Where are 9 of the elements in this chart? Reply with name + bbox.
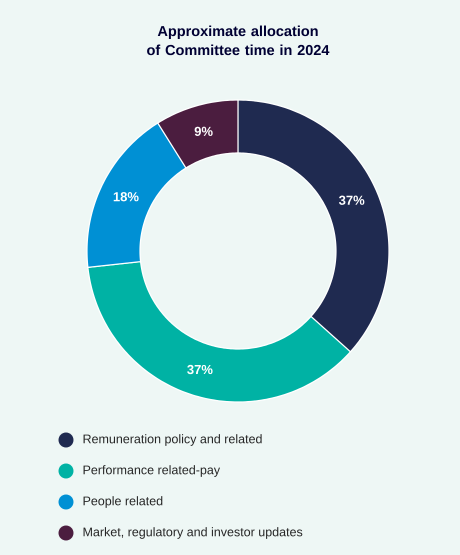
chart-title: Approximate allocation of Committee time in 2024 (147, 26, 330, 56)
legend-label: Remuneration policy and related (84, 434, 262, 446)
legend-label: People related (84, 496, 162, 508)
data-label: 37% (338, 196, 364, 205)
data-label: 9% (194, 126, 213, 136)
legend-label: Performance related-pay (84, 465, 220, 477)
legend-label: Market, regulatory and investor updates (84, 527, 302, 539)
data-label: 37% (187, 364, 213, 374)
data-label: 18% (114, 192, 139, 202)
